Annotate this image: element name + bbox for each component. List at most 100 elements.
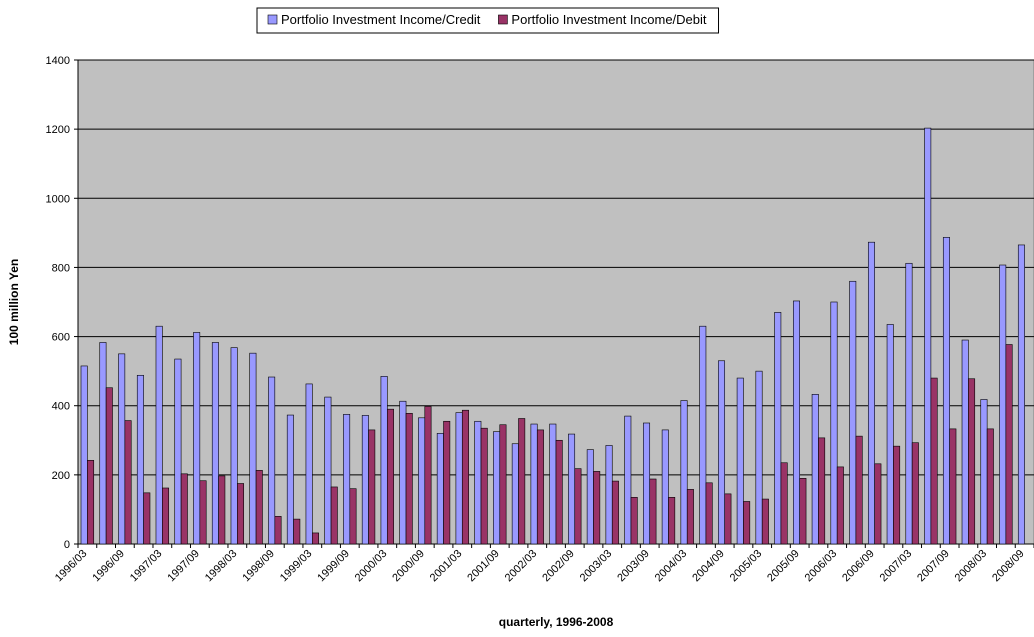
x-tick-label: 2000/03 xyxy=(353,548,390,585)
x-tick-label: 1999/09 xyxy=(315,548,352,585)
bar xyxy=(286,414,294,545)
bar xyxy=(774,312,782,545)
bar xyxy=(399,400,407,545)
bar xyxy=(568,433,576,545)
bar xyxy=(443,420,451,545)
bar xyxy=(911,442,919,545)
bar xyxy=(999,264,1007,545)
bar xyxy=(249,352,257,545)
y-tick-label: 1400 xyxy=(46,55,70,67)
bar xyxy=(380,376,388,545)
x-tick-label: 2002/09 xyxy=(540,548,577,585)
x-tick-label: 2007/03 xyxy=(878,548,915,585)
bar xyxy=(480,427,488,545)
bar xyxy=(324,396,332,545)
bar xyxy=(686,489,694,545)
bar xyxy=(624,415,632,545)
legend-label: Portfolio Investment Income/Credit xyxy=(281,12,481,27)
x-tick-label: 2000/09 xyxy=(390,548,427,585)
bar xyxy=(605,445,613,545)
legend-swatch xyxy=(267,14,278,25)
bar xyxy=(1017,244,1025,545)
x-axis-title: quarterly, 1996-2008 xyxy=(499,615,614,629)
y-axis-title: 100 million Yen xyxy=(7,259,21,345)
bar xyxy=(155,325,163,545)
bar xyxy=(418,417,426,545)
bar xyxy=(949,428,957,545)
x-tick-label: 2007/09 xyxy=(915,548,952,585)
bar xyxy=(649,478,657,545)
x-tick-label: 2003/09 xyxy=(615,548,652,585)
bar xyxy=(611,480,619,545)
bar xyxy=(293,518,301,545)
x-tick-label: 2008/09 xyxy=(990,548,1027,585)
bar xyxy=(162,487,170,545)
bar xyxy=(630,497,638,545)
bar xyxy=(536,429,544,545)
bar xyxy=(330,486,338,545)
bar xyxy=(736,377,744,545)
bar xyxy=(555,439,563,545)
legend-box xyxy=(256,7,720,34)
bar xyxy=(87,460,95,545)
bar xyxy=(343,414,351,545)
bar xyxy=(980,399,988,545)
bar xyxy=(886,324,894,545)
bar xyxy=(361,415,369,545)
legend-swatch xyxy=(498,14,508,25)
bar xyxy=(193,332,201,545)
bar xyxy=(211,342,219,545)
bar xyxy=(780,462,788,545)
bar xyxy=(218,475,226,545)
bar xyxy=(574,468,582,545)
bar xyxy=(305,383,313,545)
bar xyxy=(268,376,276,545)
bar xyxy=(830,301,838,545)
bar xyxy=(586,449,594,545)
bar xyxy=(174,358,182,545)
x-tick-label: 2008/03 xyxy=(953,548,990,585)
bar xyxy=(867,241,875,545)
bar xyxy=(368,429,376,545)
bar xyxy=(1005,344,1013,545)
bar xyxy=(874,463,882,545)
y-tick-label: 1200 xyxy=(46,124,70,136)
bar xyxy=(593,471,601,545)
bar xyxy=(793,300,800,545)
bar xyxy=(961,339,969,545)
x-tick-label: 2005/03 xyxy=(728,548,765,585)
bar xyxy=(274,516,282,545)
bar xyxy=(549,423,557,545)
bar xyxy=(143,492,151,545)
x-tick-label: 2002/03 xyxy=(503,548,540,585)
x-tick-label: 1997/03 xyxy=(128,548,165,585)
bar xyxy=(724,493,732,545)
bar xyxy=(105,387,113,545)
x-tick-label: 1996/09 xyxy=(90,548,127,585)
bar xyxy=(855,435,863,545)
y-tick-label: 400 xyxy=(52,401,70,413)
bar xyxy=(99,342,107,545)
bar xyxy=(180,473,188,545)
legend: Portfolio Investment Income/Credit Portfo… xyxy=(256,7,720,34)
x-tick-label: 2005/09 xyxy=(765,548,802,585)
x-tick-label: 1997/09 xyxy=(165,548,202,585)
bar xyxy=(124,420,132,545)
bar xyxy=(230,347,238,545)
y-tick-label: 200 xyxy=(52,470,70,482)
bar xyxy=(643,422,651,545)
y-tick-label: 1000 xyxy=(46,193,70,205)
bar xyxy=(986,428,994,545)
bar xyxy=(199,480,207,545)
bar xyxy=(455,412,463,545)
bar xyxy=(461,409,469,545)
bar xyxy=(942,237,950,545)
x-tick-label: 2006/09 xyxy=(840,548,877,585)
x-tick-label: 2006/03 xyxy=(803,548,840,585)
x-tick-label: 2001/09 xyxy=(465,548,502,585)
bar xyxy=(661,429,669,545)
x-tick-label: 1999/03 xyxy=(278,548,315,585)
x-tick-label: 1998/09 xyxy=(240,548,277,585)
bar xyxy=(718,360,726,545)
bar xyxy=(818,437,826,545)
